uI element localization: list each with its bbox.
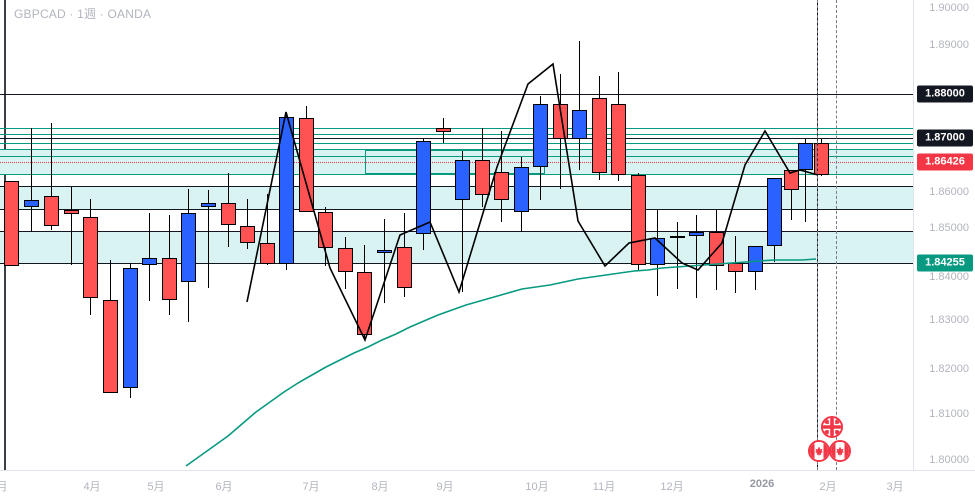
vline-dashed-1[interactable] (817, 0, 818, 470)
time-tick-label: 8月 (371, 481, 389, 493)
time-tick-label: 6月 (215, 481, 233, 493)
candle-body-down (64, 210, 79, 214)
time-tick-label: 月 (0, 481, 8, 493)
event-marker-gb[interactable] (821, 416, 843, 438)
price-tick-label: 1.85000 (929, 222, 969, 234)
time-tick-label: 9月 (436, 481, 454, 493)
candle-wick (31, 128, 32, 232)
candle-body-up (689, 232, 704, 236)
candle-body-down (436, 128, 451, 132)
chart-plot-area[interactable] (0, 0, 913, 470)
candle-body-up (650, 238, 665, 265)
candle-body-up (123, 268, 138, 388)
candle-wick (696, 215, 697, 298)
price-tick-label: 1.82000 (929, 363, 969, 375)
candle-body-down (4, 181, 19, 266)
candle-body-down (553, 104, 568, 139)
time-axis[interactable]: 月 4月 5月 6月 7月 8月 9月 10月 11月 12月 2026 2月 3月 (0, 470, 975, 497)
price-axis[interactable]: 1.90000 1.89000 1.86000 1.85000 1.84000 1.830… (913, 0, 975, 470)
teal-upper-d[interactable] (0, 149, 913, 150)
price-tick-label: 1.80000 (929, 454, 969, 466)
candle-body-up (279, 117, 294, 264)
candle-wick (51, 123, 52, 230)
teal-mid-a[interactable] (0, 156, 913, 157)
event-marker-ca-2[interactable] (829, 440, 851, 462)
candle-body-up (533, 104, 548, 167)
candle-body-down (709, 232, 724, 266)
candle-body-up (142, 258, 157, 265)
candle-body-up (181, 213, 196, 282)
time-tick-label: 5月 (147, 481, 165, 493)
time-tick-label: 12月 (660, 481, 684, 493)
resistance-1-87000[interactable] (0, 138, 913, 139)
vline-dashed-2[interactable] (836, 0, 837, 470)
candle-wick (208, 190, 209, 288)
time-tick-label: 3月 (886, 481, 904, 493)
candle-body-down (592, 98, 607, 173)
candle-body-down (728, 263, 743, 272)
event-marker-ca-1[interactable] (808, 440, 830, 462)
candle-body-down (318, 212, 333, 248)
candle-body-down (338, 248, 353, 272)
candle-body-down (221, 203, 236, 225)
price-badge[interactable]: 1.88000 (917, 85, 973, 103)
candle-body-down (494, 172, 509, 200)
price-tick-label: 1.81000 (929, 408, 969, 420)
moving-average-line (185, 258, 817, 467)
support-1-84255[interactable] (0, 263, 913, 264)
candle-body-up (24, 200, 39, 207)
price-badge[interactable]: 1.86426 (917, 153, 973, 171)
candle-body-down (670, 236, 685, 238)
candle-body-up (416, 141, 431, 234)
time-tick-label: 2月 (819, 481, 837, 493)
candle-body-down (83, 217, 98, 298)
candle-body-up (455, 160, 470, 200)
candle-body-down (397, 247, 412, 288)
price-tick-label: 1.86000 (929, 186, 969, 198)
candle-body-up (201, 203, 216, 207)
candle-body-up (748, 246, 763, 272)
candle-wick (579, 41, 580, 170)
candle-wick (71, 187, 72, 265)
price-tick-label: 1.89000 (929, 39, 969, 51)
candle-body-up (572, 110, 587, 139)
candle-body-down (103, 300, 118, 393)
teal-upper-a[interactable] (0, 128, 913, 129)
teal-upper-b[interactable] (0, 134, 913, 135)
candle-body-down (475, 160, 490, 195)
resistance-1-88000[interactable] (0, 94, 913, 95)
candle-wick (384, 219, 385, 303)
time-tick-label: 4月 (83, 481, 101, 493)
price-tick-label: 1.84000 (929, 271, 969, 283)
time-tick-label: 2026 (749, 478, 775, 490)
price-tick-label: 1.83000 (929, 314, 969, 326)
teal-upper-c[interactable] (0, 143, 913, 144)
candle-body-down (631, 175, 646, 265)
candle-body-up (377, 250, 392, 253)
candle-body-down (162, 258, 177, 300)
price-badge[interactable]: 1.84255 (917, 254, 973, 272)
candle-wick (677, 222, 678, 289)
time-tick-label: 7月 (302, 481, 320, 493)
candle-body-down (260, 243, 275, 264)
candle-body-up (514, 167, 529, 212)
time-tick-label: 11月 (592, 481, 616, 493)
candle-wick (149, 213, 150, 301)
candle-body-down (44, 196, 59, 226)
candle-body-down (299, 118, 314, 212)
candle-body-down (357, 272, 372, 335)
time-tick-label: 10月 (525, 481, 549, 493)
candle-body-up (767, 178, 782, 246)
candle-body-down (240, 226, 255, 243)
candle-body-down (611, 104, 626, 175)
candle-body-up (798, 143, 813, 170)
candle-body-down (784, 170, 799, 190)
price-badge[interactable]: 1.87000 (917, 129, 973, 147)
price-tick-label: 1.90000 (929, 2, 969, 14)
